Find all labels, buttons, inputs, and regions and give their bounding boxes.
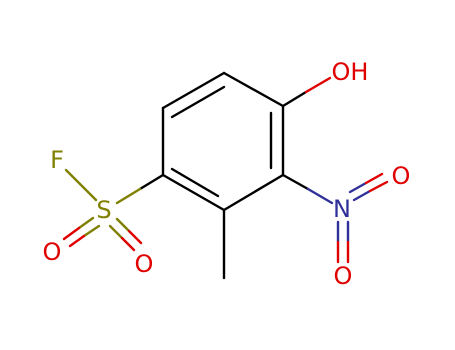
bond [68,234,86,248]
bond [170,167,220,198]
bond [120,236,136,252]
bond [115,187,142,205]
atom-label: O [43,238,62,266]
bond [348,181,368,194]
bond [127,229,143,245]
bond [138,173,165,191]
atom-label: O [135,250,154,278]
bond [170,85,226,119]
bond [108,224,124,240]
bond [281,90,308,108]
bond [364,172,384,185]
bond [306,187,334,205]
bond [62,226,81,241]
bond [77,216,95,230]
bond [161,71,226,110]
bonds [62,71,389,280]
bond [64,168,98,202]
bond [368,180,389,193]
bond [281,173,310,191]
bond [304,76,332,94]
atom-label: S [96,196,111,224]
atom-label: O [392,162,411,190]
atom-label: OH [332,58,369,86]
bond [352,189,372,202]
bond [115,217,131,233]
atom-label: N [333,195,351,223]
atom-label: F [50,146,64,174]
bond [82,224,101,238]
bond [161,173,226,212]
bond [222,71,285,108]
bond [222,173,285,212]
atom-label: O [334,262,353,290]
